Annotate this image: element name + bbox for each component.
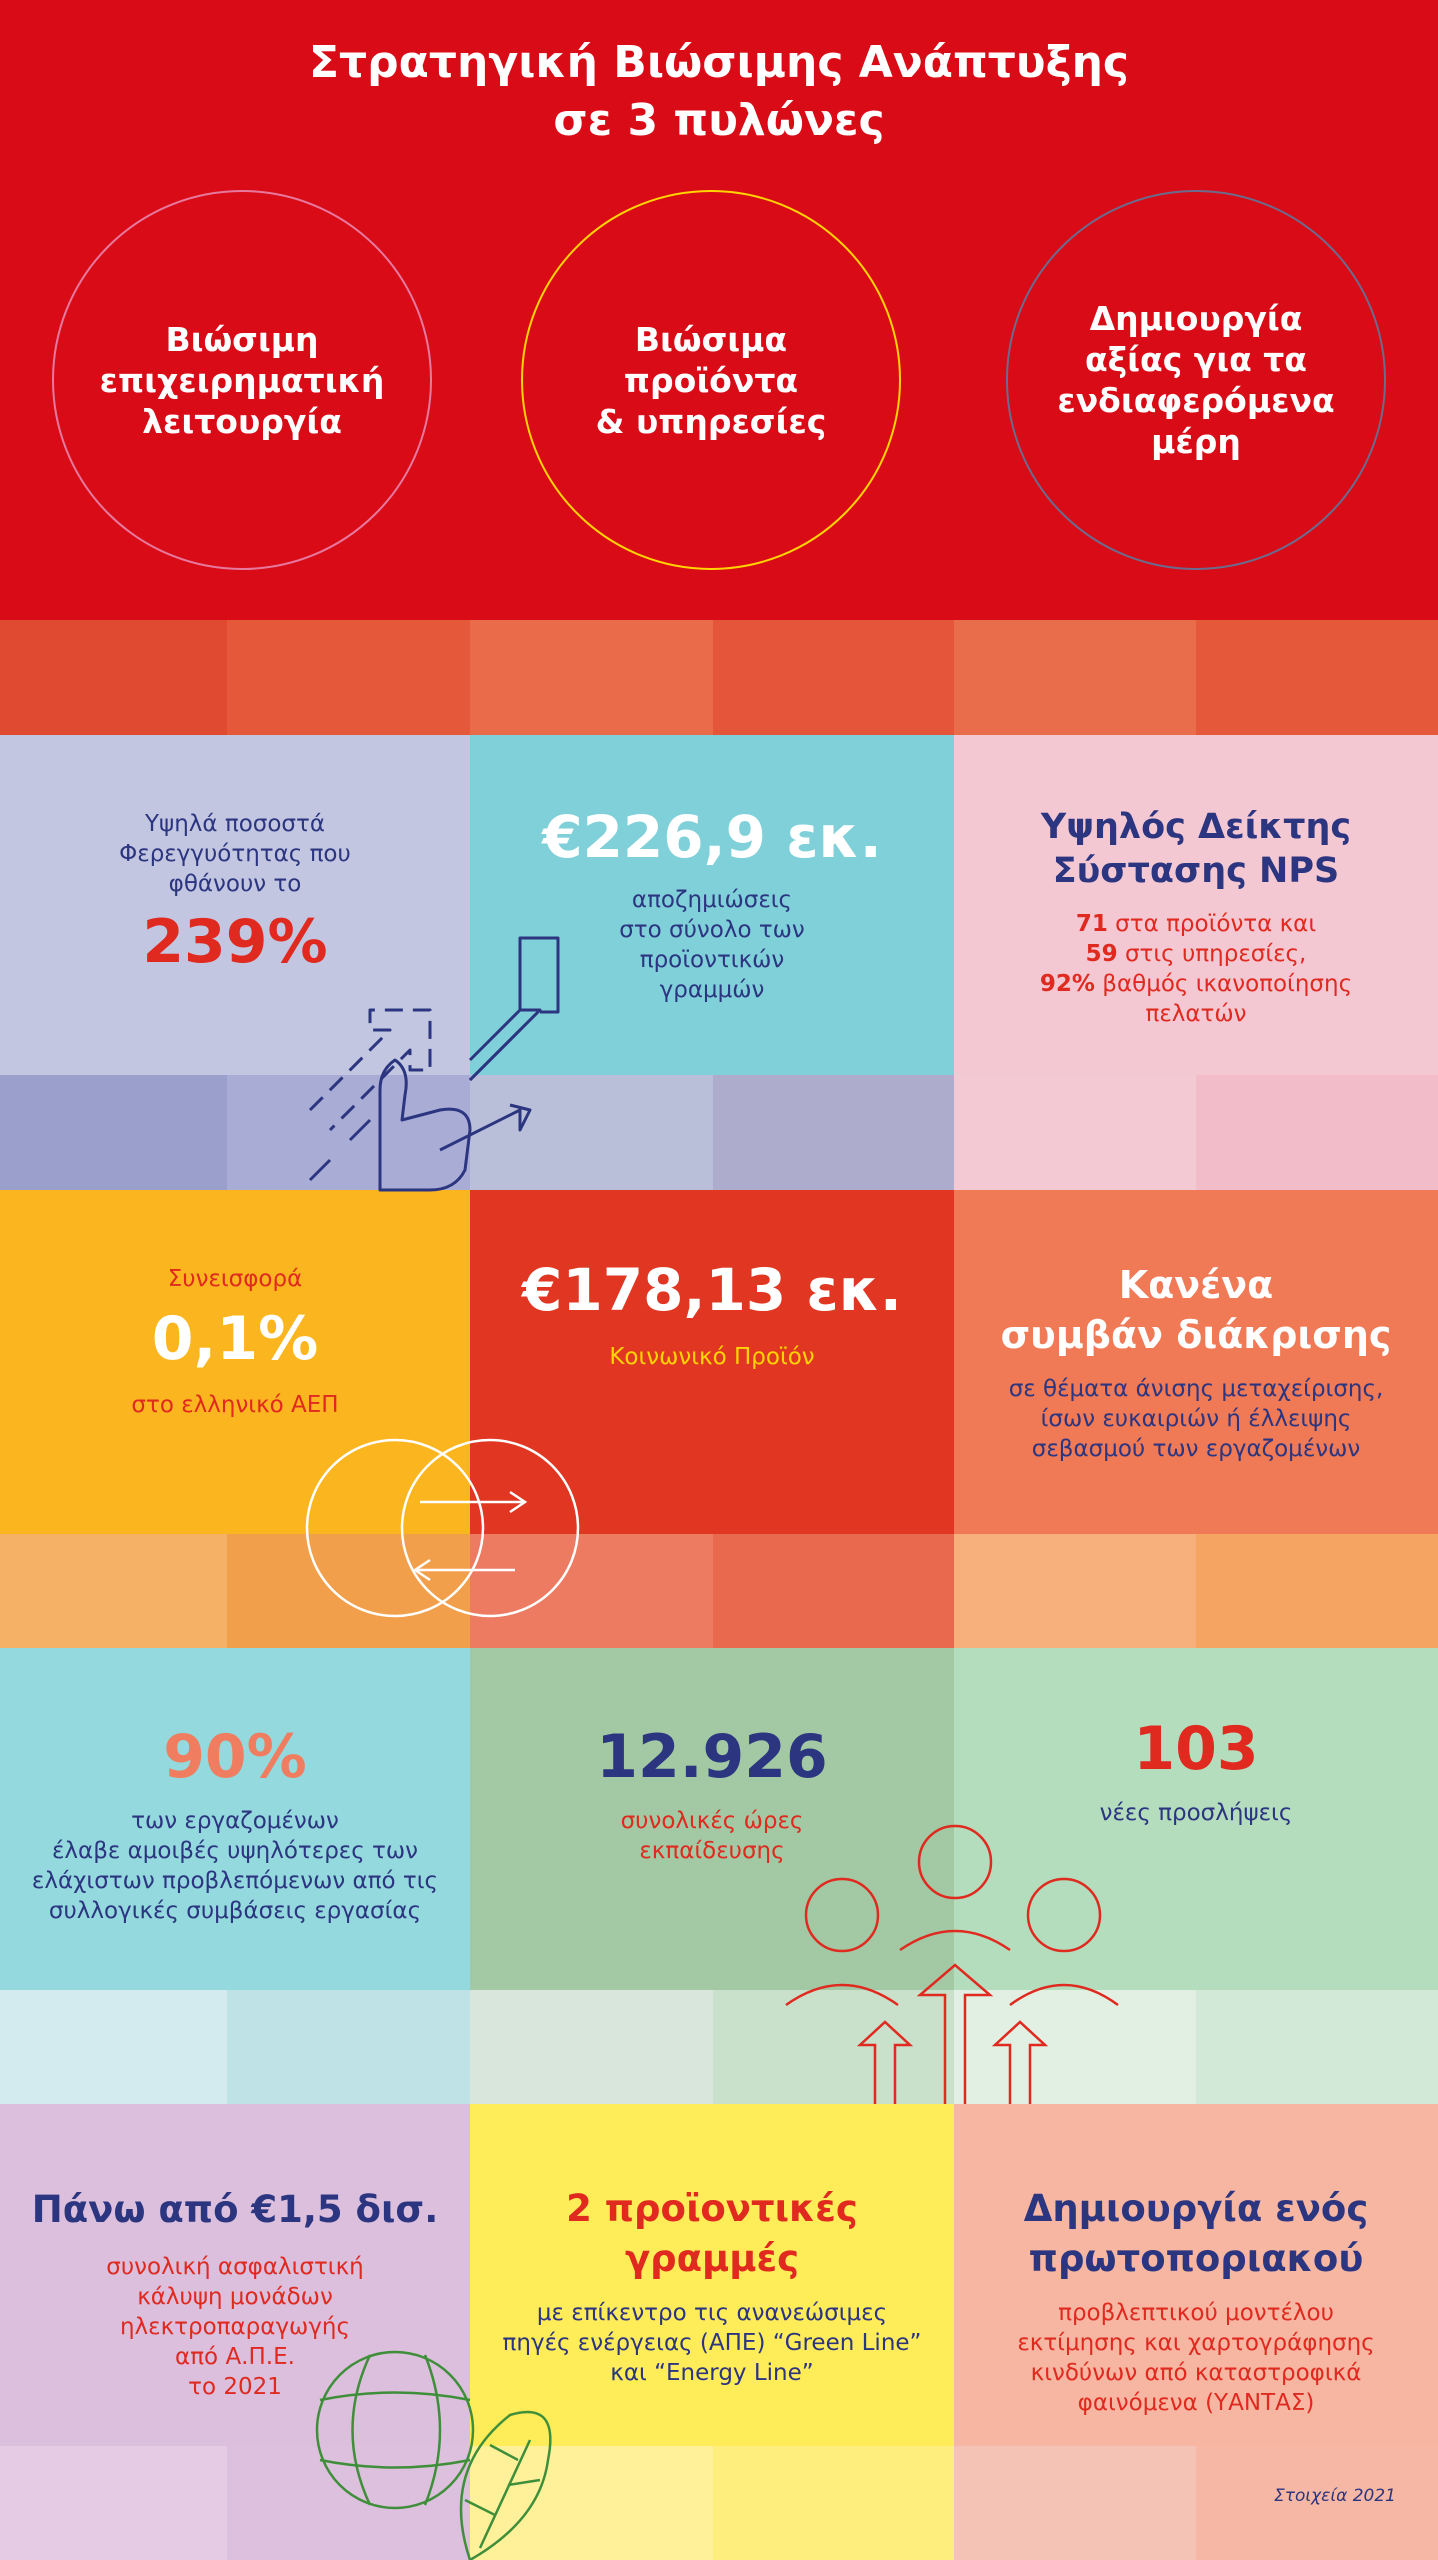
card-employees: 90% των εργαζομένων έλαβε αμοιβές υψηλότ…	[0, 1648, 470, 1990]
card-coverage: Πάνω από €1,5 δισ. συνολική ασφαλιστική …	[0, 2104, 470, 2446]
training-value: 12.926	[596, 1722, 828, 1792]
card-training: 12.926 συνολικές ώρες εκπαίδευσης	[470, 1648, 954, 1990]
stripe-row-1	[0, 620, 1438, 735]
stripe-row-4	[0, 1990, 1438, 2104]
card-discrimination: Κανένα συμβάν διάκρισης σε θέματα άνισης…	[954, 1190, 1438, 1534]
card-claims: €226,9 εκ. αποζημιώσεις στο σύνολο των π…	[470, 735, 954, 1075]
card-hires: 103 νέες προσλήψεις	[954, 1648, 1438, 1990]
coverage-title: Πάνω από €1,5 δισ.	[31, 2188, 439, 2231]
page-title: Στρατηγική Βιώσιμης Ανάπτυξης σε 3 πυλών…	[0, 34, 1438, 150]
card-product-lines: 2 προϊοντικές γραμμές με επίκεντρο τις α…	[470, 2104, 954, 2446]
pillar-sustainable-products: Βιώσιμα προϊόντα & υπηρεσίες	[521, 190, 901, 570]
hires-value: 103	[1133, 1714, 1259, 1784]
employees-value: 90%	[163, 1722, 307, 1792]
card-nps: Υψηλός Δείκτης Σύστασης NPS 71 στα προϊό…	[954, 735, 1438, 1075]
social-value: €178,13 εκ.	[522, 1256, 902, 1324]
claims-value: €226,9 εκ.	[542, 803, 882, 871]
pillar-stakeholder-value: Δημιουργία αξίας για τα ενδιαφερόμενα μέρη	[1006, 190, 1386, 570]
reliability-value: 239%	[142, 907, 328, 977]
card-social-product: €178,13 εκ. Κοινωνικό Προϊόν	[470, 1190, 954, 1534]
title-line-2: σε 3 πυλώνες	[553, 95, 885, 146]
stripe-row-3	[0, 1534, 1438, 1648]
footer-note: Στοιχεία 2021	[1273, 2486, 1396, 2506]
card-gdp: Συνεισφορά 0,1% στο ελληνικό ΑΕΠ	[0, 1190, 470, 1534]
header: Στρατηγική Βιώσιμης Ανάπτυξης σε 3 πυλών…	[0, 0, 1438, 620]
stripe-row-2	[0, 1075, 1438, 1190]
card-reliability: Υψηλά ποσοστά Φερεγγυότητας που φθάνουν …	[0, 735, 470, 1075]
card-predictive-model: Δημιουργία ενός πρωτοποριακού προβλεπτικ…	[954, 2104, 1438, 2446]
title-line-1: Στρατηγική Βιώσιμης Ανάπτυξης	[309, 37, 1129, 88]
pillar-sustainable-operations: Βιώσιμη επιχειρηματική λειτουργία	[52, 190, 432, 570]
gdp-value: 0,1%	[151, 1304, 319, 1374]
